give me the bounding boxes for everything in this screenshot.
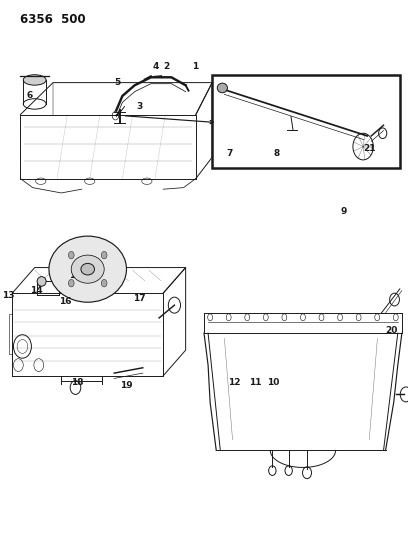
Text: 21: 21: [363, 144, 376, 153]
Text: 10: 10: [267, 378, 279, 387]
Text: 19: 19: [120, 381, 133, 390]
Ellipse shape: [217, 83, 228, 93]
Ellipse shape: [49, 236, 126, 302]
Text: 16: 16: [59, 297, 71, 305]
Circle shape: [101, 279, 107, 287]
Text: 1: 1: [192, 62, 198, 71]
Text: 2: 2: [163, 62, 169, 71]
Text: 15: 15: [69, 271, 82, 280]
Text: 3: 3: [137, 102, 143, 111]
Ellipse shape: [81, 263, 95, 275]
Text: 7: 7: [226, 149, 233, 158]
Text: 9: 9: [341, 207, 347, 216]
Text: 5: 5: [114, 78, 120, 87]
Ellipse shape: [37, 277, 46, 286]
Text: 20: 20: [386, 326, 398, 335]
Text: 17: 17: [133, 294, 145, 303]
Text: 14: 14: [30, 286, 43, 295]
Text: 8: 8: [273, 149, 279, 158]
Circle shape: [69, 279, 74, 287]
Text: 4: 4: [153, 62, 160, 71]
Text: 11: 11: [249, 378, 261, 387]
Circle shape: [101, 252, 107, 259]
Text: 13: 13: [2, 292, 14, 300]
Text: 18: 18: [71, 378, 84, 387]
Bar: [212, 75, 400, 168]
Text: 6: 6: [27, 92, 33, 100]
Ellipse shape: [23, 75, 46, 85]
Text: 6356  500: 6356 500: [20, 13, 86, 26]
Text: 12: 12: [228, 378, 241, 387]
Ellipse shape: [71, 255, 104, 283]
Circle shape: [69, 252, 74, 259]
